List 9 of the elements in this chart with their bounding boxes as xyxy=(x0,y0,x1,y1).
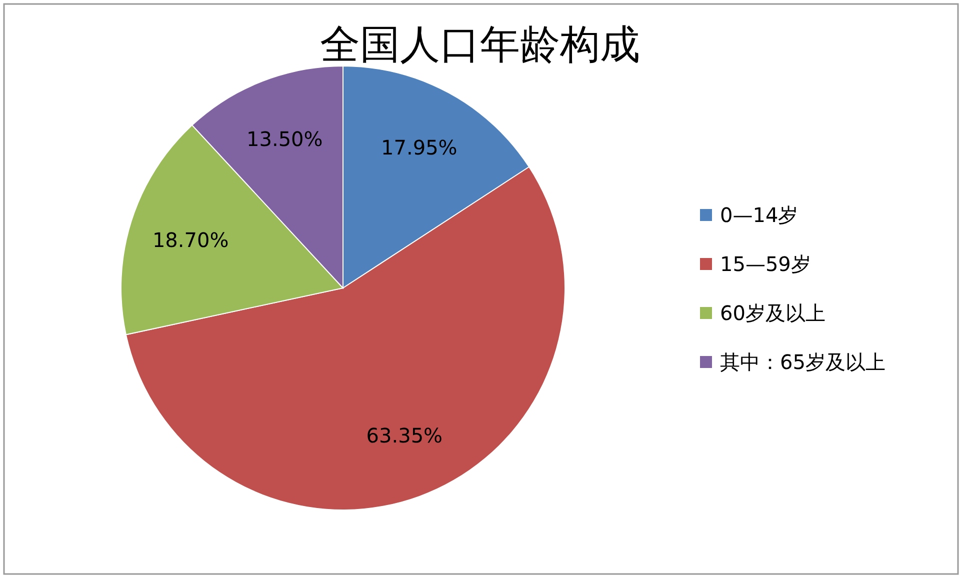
data-label: 13.50% xyxy=(246,127,323,152)
data-label: 17.95% xyxy=(381,135,458,160)
legend-label: 其中：65岁及以上 xyxy=(720,350,886,374)
legend-label: 60岁及以上 xyxy=(720,301,826,325)
legend-label: 0—14岁 xyxy=(720,203,798,227)
data-label: 18.70% xyxy=(152,228,229,252)
chart-title: 全国人口年龄构成 xyxy=(320,22,640,68)
data-label: 63.35% xyxy=(366,424,443,448)
legend-label: 15—59岁 xyxy=(720,252,811,276)
